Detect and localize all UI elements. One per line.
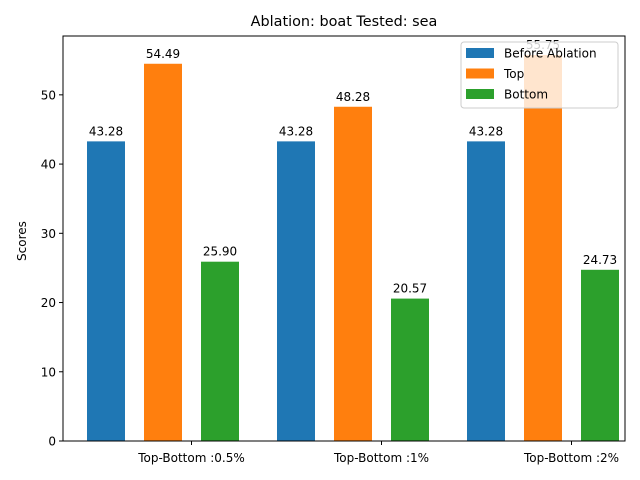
x-axis-ticks: Top-Bottom :0.5% Top-Bottom :1% Top-Bottom… [137,441,619,465]
plot-frame [62,35,626,442]
y-axis-ticks: 0 10 20 30 40 50 [41,88,63,449]
x-tick-label-2: Top-Bottom :2% [523,451,619,465]
data-label-bottom-0: 25.90 [203,245,237,259]
bar-top-2 [524,55,562,442]
bar-bottom-2 [581,269,619,441]
legend-box [460,41,619,109]
legend-swatch-bottom [466,89,494,99]
legend-swatch-top [466,68,494,79]
bar-top-0 [144,63,182,442]
y-tick-label-4: 40 [41,158,56,172]
data-label-before-ablation-0: 43.28 [89,124,123,138]
bar-before-ablation-2 [467,141,505,441]
data-label-top-0: 54.49 [146,47,180,61]
x-tick-label-1: Top-Bottom :1% [333,451,429,465]
data-label-top-1: 48.28 [336,90,370,104]
bar-bottom-1 [391,298,429,441]
y-tick-label-3: 30 [41,227,56,241]
y-tick-label-1: 10 [41,365,56,379]
data-labels-group: 43.2843.2843.2854.4948.2855.7525.9020.57… [89,38,617,296]
bar-before-ablation-0 [87,141,125,441]
legend-label-top: Top [503,67,524,81]
y-tick-label-2: 20 [41,296,56,310]
y-tick-label-5: 50 [41,88,56,102]
data-label-bottom-1: 20.57 [393,282,427,296]
legend-swatch-before-ablation [466,48,494,58]
data-label-bottom-2: 24.73 [583,253,617,267]
x-tick-label-0: Top-Bottom :0.5% [137,451,245,465]
y-axis-label: Scores [15,221,29,261]
bar-top-1 [334,106,372,441]
bar-bottom-0 [201,261,239,441]
data-label-before-ablation-1: 43.28 [279,124,313,138]
legend-label-bottom: Bottom [504,88,548,102]
chart-title: Ablation: boat Tested: sea [251,14,438,30]
legend-label-before-ablation: Before Ablation [504,47,597,61]
bar-before-ablation-1 [277,141,315,441]
y-tick-label-0: 0 [48,435,56,449]
legend: Before Ablation Top Bottom [460,41,619,109]
bars-group [87,55,619,442]
data-label-before-ablation-2: 43.28 [469,124,503,138]
